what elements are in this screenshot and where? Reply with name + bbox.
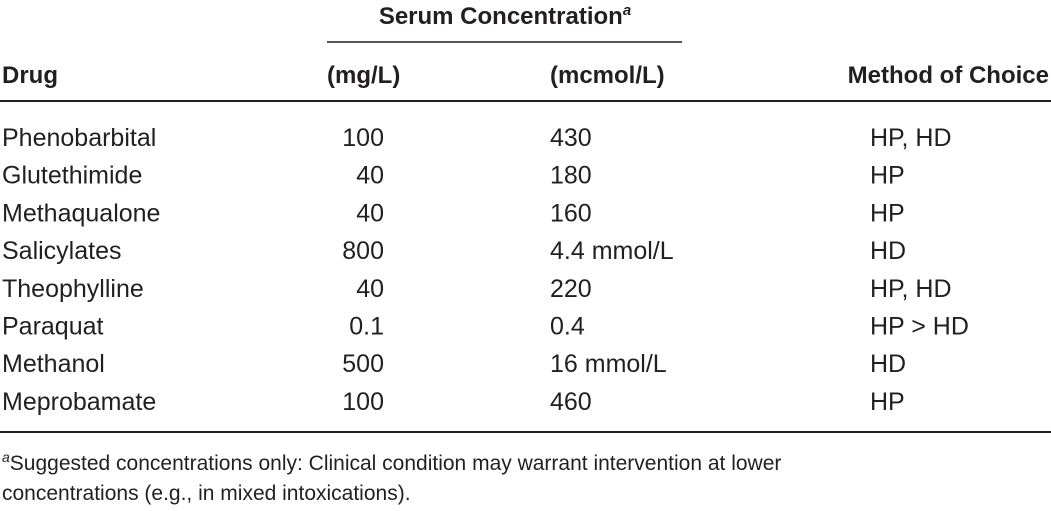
drug-cell: Meprobamate — [2, 388, 156, 416]
method-cell: HP > HD — [870, 313, 969, 341]
spanner-heading: Serum Concentrationa — [379, 2, 631, 30]
mcmol-cell: 16 mmol/L — [550, 350, 667, 378]
mg-cell: 800 — [342, 237, 384, 265]
footnote-line: concentrations (e.g., in mixed intoxicat… — [2, 482, 411, 505]
mg-cell: 100 — [342, 388, 384, 416]
drug-cell: Methaqualone — [2, 199, 160, 227]
spanner-note: a — [623, 2, 631, 19]
mcmol-cell: 180 — [550, 162, 592, 190]
mcmol-cell: 4.4 mmol/L — [550, 237, 674, 265]
mg-cell: 0.1 — [349, 313, 384, 341]
column-header: Method of Choice — [848, 62, 1049, 89]
mcmol-cell: 0.4 — [550, 313, 585, 341]
drug-cell: Methanol — [2, 350, 105, 378]
method-cell: HD — [870, 350, 906, 378]
spanner-text: Serum Concentration — [379, 3, 623, 30]
method-cell: HP — [870, 388, 905, 416]
drug-cell: Glutethimide — [2, 162, 142, 190]
method-cell: HD — [870, 237, 906, 265]
column-header: (mcmol/L) — [550, 62, 665, 89]
mcmol-cell: 160 — [550, 199, 592, 227]
mg-cell: 40 — [356, 275, 384, 303]
drug-cell: Salicylates — [2, 237, 122, 265]
drug-cell: Theophylline — [2, 275, 144, 303]
mcmol-cell: 220 — [550, 275, 592, 303]
method-cell: HP — [870, 162, 905, 190]
footnote-marker: a — [2, 449, 10, 465]
method-cell: HP — [870, 199, 905, 227]
mcmol-cell: 430 — [550, 124, 592, 152]
mg-cell: 40 — [356, 199, 384, 227]
mg-cell: 100 — [342, 124, 384, 152]
footnote-text: Suggested concentrations only: Clinical … — [10, 452, 782, 475]
column-header: (mg/L) — [327, 62, 400, 89]
method-cell: HP, HD — [870, 124, 952, 152]
drug-cell: Paraquat — [2, 313, 104, 341]
mcmol-cell: 460 — [550, 388, 592, 416]
mg-cell: 40 — [356, 162, 384, 190]
mg-cell: 500 — [342, 350, 384, 378]
column-header: Drug — [2, 62, 58, 89]
drug-cell: Phenobarbital — [2, 124, 156, 152]
method-cell: HP, HD — [870, 275, 952, 303]
footnote-line: aSuggested concentrations only: Clinical… — [2, 449, 781, 475]
